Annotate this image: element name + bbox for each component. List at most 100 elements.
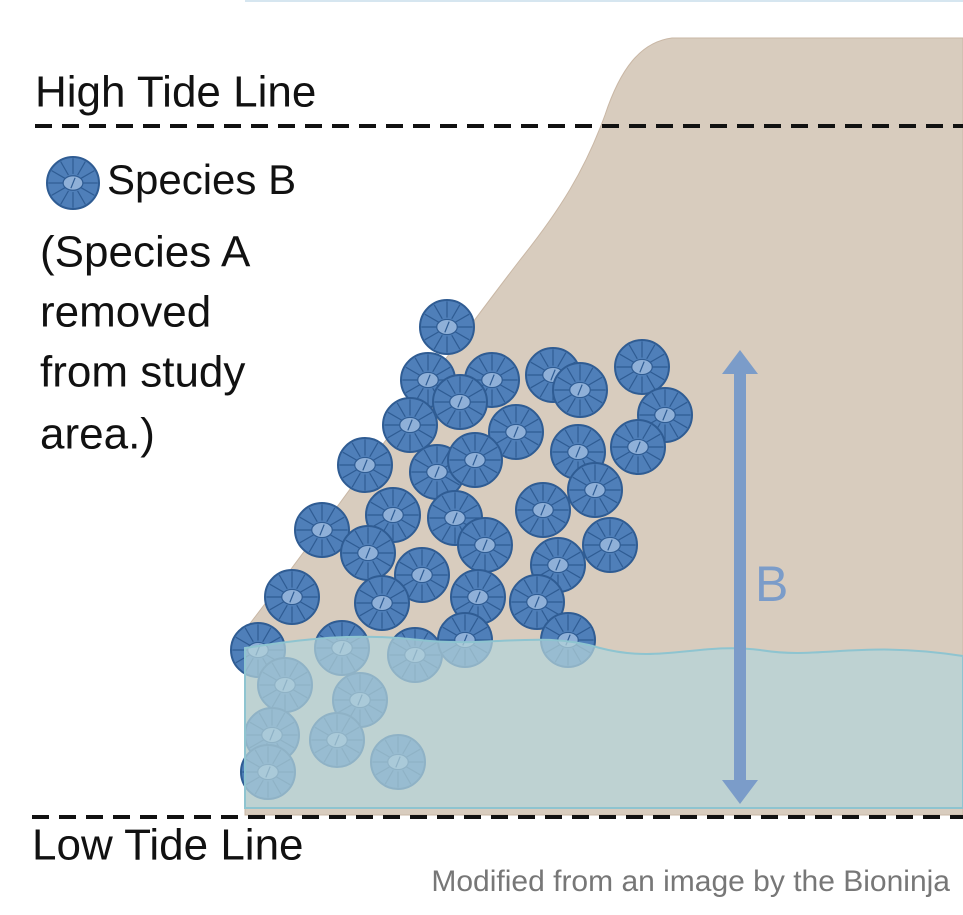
barnacle-ridge <box>547 517 557 533</box>
barnacle-slit <box>489 374 495 386</box>
barnacle-ridge <box>651 392 661 408</box>
barnacle-ridge <box>345 539 361 549</box>
barnacle <box>447 432 503 488</box>
barnacle-ridge <box>482 604 492 620</box>
barnacle-ridge <box>624 424 634 440</box>
barnacle-ridge <box>566 367 576 383</box>
barnacle-slit <box>513 426 519 438</box>
barnacle-ridge <box>469 366 485 376</box>
barnacle-ridge <box>596 522 606 538</box>
barnacle-ridge <box>462 531 478 541</box>
barnacle-ridge <box>423 449 433 465</box>
barnacle-ridge <box>386 610 396 626</box>
barnacle-ridge <box>372 469 388 479</box>
barnacle <box>340 525 396 581</box>
barnacle-ridge <box>308 507 318 523</box>
barnacle-slit <box>289 591 295 603</box>
barnacle <box>264 569 320 625</box>
barnacle-ridge <box>555 438 571 448</box>
barnacle-ridge <box>446 409 456 425</box>
barnacle <box>354 575 410 631</box>
barnacle-ridge <box>478 357 488 373</box>
barnacle-ridge <box>523 436 539 446</box>
barnacle-ridge <box>308 537 318 553</box>
high-tide-label: High Tide Line <box>35 68 316 117</box>
barnacle-ridge <box>619 371 635 381</box>
barnacle-ridge <box>529 517 539 533</box>
barnacle-ridge <box>479 467 489 483</box>
barnacle-ridge <box>496 357 506 373</box>
barnacle-ridge <box>581 467 591 483</box>
barnacle <box>509 574 565 630</box>
barnacle <box>382 397 438 453</box>
barnacle-slit <box>70 177 76 189</box>
barnacle-slit <box>407 419 413 431</box>
barnacle-ridge <box>452 446 468 456</box>
barnacle-ridge <box>359 607 375 617</box>
barnacle <box>488 404 544 460</box>
barnacle-ridge <box>354 530 364 546</box>
barnacle-ridge <box>628 344 638 360</box>
barnacle-ridge <box>437 388 453 398</box>
barnacle-ridge <box>462 504 478 514</box>
barnacle-ridge <box>414 357 424 373</box>
barnacle-ridge <box>379 492 389 508</box>
barnacle-ridge <box>400 519 416 529</box>
barnacle <box>337 437 393 493</box>
barnacle-ridge <box>455 601 471 611</box>
barnacle-ridge <box>642 454 652 470</box>
barnacle-ridge <box>584 367 594 383</box>
barnacle-ridge <box>387 429 403 439</box>
barnacle-ridge <box>51 170 66 179</box>
barnacle-ridge <box>482 464 498 474</box>
barnacle-ridge <box>461 467 471 483</box>
barnacle-slit <box>457 396 463 408</box>
barnacle-slit <box>444 321 450 333</box>
barnacle-ridge <box>80 170 95 179</box>
barnacle-ridge <box>464 379 474 395</box>
barnacle-ridge <box>520 409 530 425</box>
barnacle-ridge <box>464 409 474 425</box>
barnacle-slit <box>555 559 561 571</box>
barnacle-ridge <box>299 534 315 544</box>
barnacle-slit <box>452 512 458 524</box>
barnacle-ridge <box>452 464 468 474</box>
barnacle-ridge <box>628 374 638 390</box>
barnacle-ridge <box>278 604 288 620</box>
barnacle-ridge <box>369 442 379 458</box>
barnacle-ridge <box>514 606 530 616</box>
barnacle-ridge <box>642 424 652 440</box>
barnacle-ridge <box>400 501 416 511</box>
barnacle-ridge <box>646 344 656 360</box>
barnacle-ridge <box>405 384 421 394</box>
barnacle-ridge <box>368 610 378 626</box>
barnacle-ridge <box>496 387 506 403</box>
barnacle-ridge <box>351 472 361 488</box>
barnacle-ridge <box>441 525 451 541</box>
barnacle-ridge <box>372 560 382 576</box>
barnacle-slit <box>390 509 396 521</box>
barnacle <box>515 482 571 538</box>
barnacle-ridge <box>535 551 551 561</box>
barnacle <box>610 419 666 475</box>
barnacle-ridge <box>566 397 576 413</box>
barnacle-ridge <box>544 588 560 598</box>
barnacle-slit <box>550 369 556 381</box>
barnacle-ridge <box>296 604 306 620</box>
barnacle-slit <box>425 374 431 386</box>
barnacle <box>419 299 475 355</box>
barnacle-ridge <box>429 561 445 571</box>
barnacle-ridge <box>299 601 315 611</box>
barnacle-ridge <box>414 432 424 448</box>
barnacle <box>567 462 623 518</box>
barnacle-ridge <box>520 514 536 524</box>
barnacle-ridge <box>433 334 443 350</box>
barnacle-ridge <box>482 574 492 590</box>
barnacle-ridge <box>587 549 603 559</box>
barnacle-ridge <box>329 534 345 544</box>
barnacle-slit <box>534 596 540 608</box>
barnacle-ridge <box>389 607 405 617</box>
barnacle-ridge <box>442 626 458 636</box>
barnacle-ridge <box>499 366 515 376</box>
barnacle-ridge <box>462 549 478 559</box>
